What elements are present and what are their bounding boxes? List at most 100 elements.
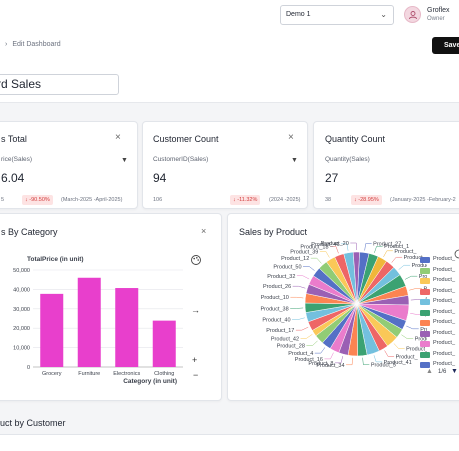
pie-label-leader [401,334,414,339]
palette-icon[interactable] [454,246,459,259]
pie-label-leader [406,325,419,330]
pie-label: Product_16 [295,357,323,363]
pie-label: Product_26 [263,284,291,290]
pie-label: Product_27 [373,242,401,248]
top-bar: Demo 1 ⌄ Groflex Owner [0,0,459,31]
kpi-card-customer-count: Customer Count × CustomerID(Sales) ▼ 94 … [142,121,308,209]
filter-icon[interactable]: ▼ [291,157,298,164]
legend-label: Product_ [433,361,456,367]
kpi-previous-value: 5 [1,197,5,203]
dashboard-title-input[interactable]: rd Sales [0,74,119,95]
bar-grocery[interactable] [40,293,64,367]
legend-item[interactable]: Product_ [420,288,459,296]
chevron-down-icon: ⌄ [380,10,387,19]
legend-item[interactable]: Product_ [420,309,459,317]
legend-item[interactable]: Product_ [420,351,459,359]
bar-furniture[interactable] [77,277,101,367]
pie-label-leader [306,340,318,346]
workspace-select[interactable]: Demo 1 ⌄ [280,5,394,25]
page-header: › Edit Dashboard Save rd Sales [0,30,459,103]
palette-icon[interactable] [190,253,202,265]
pie-label-leader [340,243,349,251]
kpi-date-range: (January-2025 -February-2 [390,197,456,203]
pie-label: Product_10 [261,295,289,301]
kpi-title: s Total [1,134,27,144]
kpi-field: rice(Sales) [1,156,33,163]
pie-label: Product_ [419,274,427,280]
pie-label: Product_ [412,263,427,269]
kpi-change-badge: ↓ -11.32% [230,195,261,205]
pie-label-leader [292,317,305,320]
legend-item[interactable]: Product_ [420,319,459,327]
kpi-previous-value: 38 [325,197,332,203]
pie-label-leader [362,357,370,365]
legend-item[interactable]: Product_ [420,277,459,285]
pie-label: Product_39 [290,250,318,256]
pie-label-leader [334,356,344,364]
pie-label: Product_ [406,347,427,353]
legend-label: Product_ [433,319,456,325]
save-button[interactable]: Save [432,37,459,54]
pie-label-leader [350,242,357,251]
legend-item[interactable]: Product_ [420,256,459,264]
bar-clothing[interactable] [152,320,176,367]
close-icon[interactable]: × [201,226,207,236]
kpi-value: 6.04 [1,171,25,185]
pie-label: Product_40 [262,318,290,324]
legend-swatch [420,362,430,368]
filter-icon[interactable]: ▼ [121,157,128,164]
x-tick-label: Furniture [78,371,100,377]
zoom-out-icon[interactable]: − [193,370,199,380]
kpi-field: Quantity(Sales) [325,156,370,163]
breadcrumb-separator-icon: › [5,41,8,48]
legend-item[interactable]: Product_ [420,330,459,338]
pie-label: Product_ [425,313,427,319]
kpi-value: 94 [153,171,167,185]
kpi-date-range: (March-2025 -April-2025) [61,197,123,203]
pie-label: Product_8 [308,361,333,367]
legend-prev-icon[interactable]: ▲ [426,368,433,375]
legend-label: Product_ [433,266,456,273]
legend-item[interactable]: Product_ [420,298,459,306]
breadcrumb-current: Edit Dashboard [12,41,61,48]
zoom-in-icon[interactable]: + [192,355,198,365]
legend-item[interactable]: Product_ [420,340,459,348]
legend-next-icon[interactable]: ▼ [451,368,458,375]
close-icon[interactable]: × [115,132,121,143]
legend-item[interactable]: Product_ [420,267,459,275]
arrow-right-icon[interactable]: → [191,305,200,315]
kpi-card-sales-total: s Total × rice(Sales) ▼ 6.04 5 ↓ -90.50%… [0,121,138,209]
bar-electronics[interactable] [115,288,139,367]
legend-page-indicator: 1/6 [438,369,447,375]
legend-label: Product_ [433,308,456,315]
pie-label: Product_32 [267,274,295,280]
pie-label: Product_38 [261,306,289,312]
pie-label: Product_34 [316,363,344,369]
legend-item[interactable]: Product_ [420,361,459,369]
pie-label: Product_ [420,327,427,333]
pie-label-leader [393,343,405,349]
pie-label: Product_50 [273,264,301,270]
kpi-field: CustomerID(Sales) [153,156,209,163]
pie-label-leader [373,355,383,363]
breadcrumb: › Edit Dashboard [0,41,61,48]
pie-slice[interactable] [352,251,360,305]
close-icon[interactable]: × [288,132,294,143]
pie-label: Product_20 [321,241,349,247]
pie-label: Product_42 [271,336,299,342]
kpi-title: Quantity Count [325,134,386,144]
pie-label: Product_ [396,354,419,360]
pie-label-leader [404,275,418,280]
legend-label: Product_ [433,277,456,283]
legend-swatch [420,330,430,337]
legend-swatch [420,309,430,316]
kpi-card-quantity-count: Quantity Count Quantity(Sales) 27 38 ↓ -… [313,121,459,209]
pie-label-leader [290,307,304,309]
pie-label-leader [374,245,383,253]
user-name: Groflex [427,7,450,14]
legend-swatch [420,267,430,274]
legend-swatch [420,299,430,305]
pie-label-leader [296,275,310,280]
legend-swatch [420,341,430,347]
panel-title: s By Category [1,227,58,237]
